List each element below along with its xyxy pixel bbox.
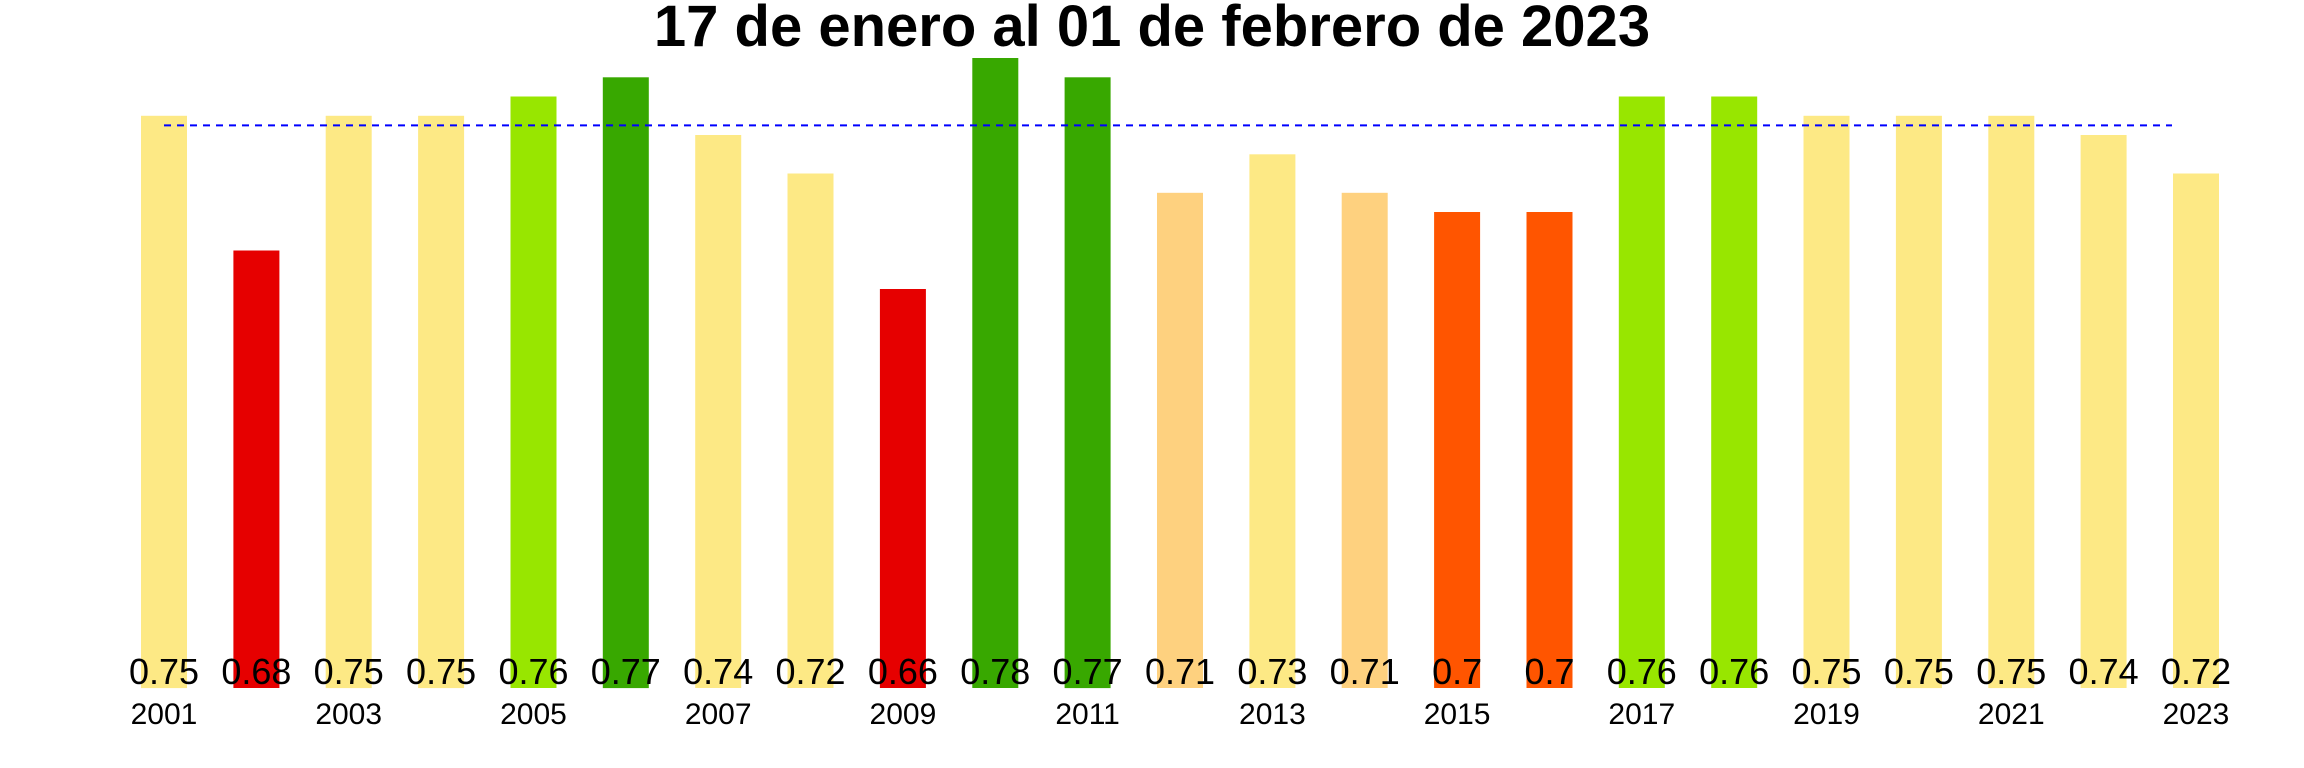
bar-2006 (602, 77, 649, 689)
bar-2014 (1341, 192, 1388, 689)
bars-group (141, 58, 2219, 689)
bar-2008 (787, 173, 834, 688)
bar-2004 (418, 115, 465, 689)
bar-2005 (510, 96, 557, 688)
value-label-2012: 0.71 (1145, 651, 1215, 692)
chart-title: 17 de enero al 01 de febrero de 2023 (654, 0, 1650, 59)
value-label-2009: 0.66 (868, 651, 938, 692)
bar-2002 (233, 250, 280, 688)
value-label-2011: 0.77 (1053, 651, 1123, 692)
value-label-2014: 0.71 (1330, 651, 1400, 692)
value-label-2018: 0.76 (1699, 651, 1769, 692)
bar-2011 (1064, 77, 1111, 689)
value-label-2002: 0.68 (221, 651, 291, 692)
value-label-2015: 0.7 (1432, 651, 1482, 692)
x-tick-label-2015: 2015 (1424, 698, 1491, 731)
bar-2007 (695, 135, 742, 688)
x-tick-label-2021: 2021 (1978, 698, 2045, 731)
bar-2012 (1157, 192, 1203, 689)
bar-2003 (325, 115, 372, 689)
value-label-2007: 0.74 (683, 651, 753, 692)
value-label-2013: 0.73 (1237, 651, 1307, 692)
x-tick-label-2009: 2009 (870, 698, 937, 731)
x-tick-label-2019: 2019 (1793, 698, 1860, 731)
bar-2017 (1618, 96, 1665, 688)
value-label-2023: 0.72 (2161, 651, 2231, 692)
x-tick-label-2007: 2007 (685, 698, 752, 731)
x-tick-label-2023: 2023 (2163, 698, 2230, 731)
x-tick-label-2013: 2013 (1239, 698, 1306, 731)
value-label-2005: 0.76 (498, 651, 568, 692)
value-label-2004: 0.75 (406, 651, 476, 692)
bar-2018 (1711, 96, 1758, 688)
value-label-2019: 0.75 (1791, 651, 1861, 692)
bar-2022 (2080, 135, 2127, 688)
value-label-2008: 0.72 (775, 651, 845, 692)
value-label-2003: 0.75 (314, 651, 384, 692)
x-tick-labels-group: 2001 2003 2005 2007 2009 2011 2013 2015 2017 2019… (131, 698, 2230, 731)
x-tick-label-2011: 2011 (1055, 698, 1120, 731)
bar-2010 (972, 58, 1019, 688)
bar-2009 (879, 289, 926, 688)
value-label-2010: 0.78 (960, 651, 1030, 692)
bar-2019 (1803, 115, 1850, 689)
x-tick-label-2017: 2017 (1608, 698, 1675, 731)
value-label-2001: 0.75 (129, 651, 199, 692)
x-tick-label-2001: 2001 (131, 698, 198, 731)
bar-2001 (141, 115, 187, 689)
x-tick-label-2003: 2003 (315, 698, 382, 731)
x-tick-label-2005: 2005 (500, 698, 567, 731)
value-label-2022: 0.74 (2069, 651, 2139, 692)
bar-2023 (2173, 173, 2219, 688)
bar-2015 (1434, 212, 1481, 688)
value-label-2020: 0.75 (1884, 651, 1954, 692)
value-label-2017: 0.76 (1607, 651, 1677, 692)
value-label-2016: 0.7 (1524, 651, 1574, 692)
bar-2020 (1895, 115, 1942, 689)
bar-2021 (1988, 115, 2035, 689)
value-label-2021: 0.75 (1976, 651, 2046, 692)
value-labels-group: 0.75 0.68 0.75 0.75 0.76 0.77 0.74 0.72 0.66 0.78… (129, 651, 2231, 692)
bar-2016 (1526, 212, 1573, 688)
value-label-2006: 0.77 (591, 651, 661, 692)
bar-2013 (1249, 154, 1296, 689)
